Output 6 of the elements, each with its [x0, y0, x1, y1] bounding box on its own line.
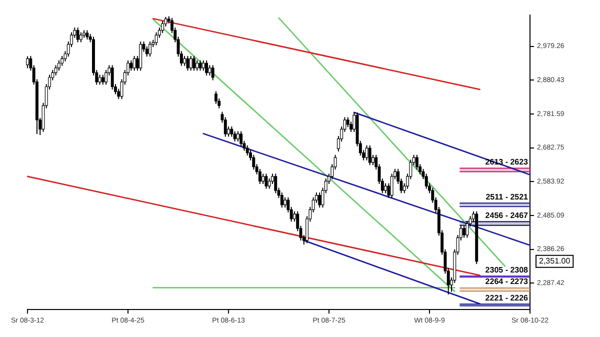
- band-label: 2511 - 2521: [486, 192, 529, 202]
- band-label: 2305 - 2308: [485, 265, 529, 274]
- band-label: 2264 - 2273: [485, 277, 529, 286]
- band-label: 2456 - 2467: [485, 210, 529, 220]
- text: 2,351.00: [539, 256, 571, 266]
- band-label: 2221 - 2226: [485, 293, 529, 302]
